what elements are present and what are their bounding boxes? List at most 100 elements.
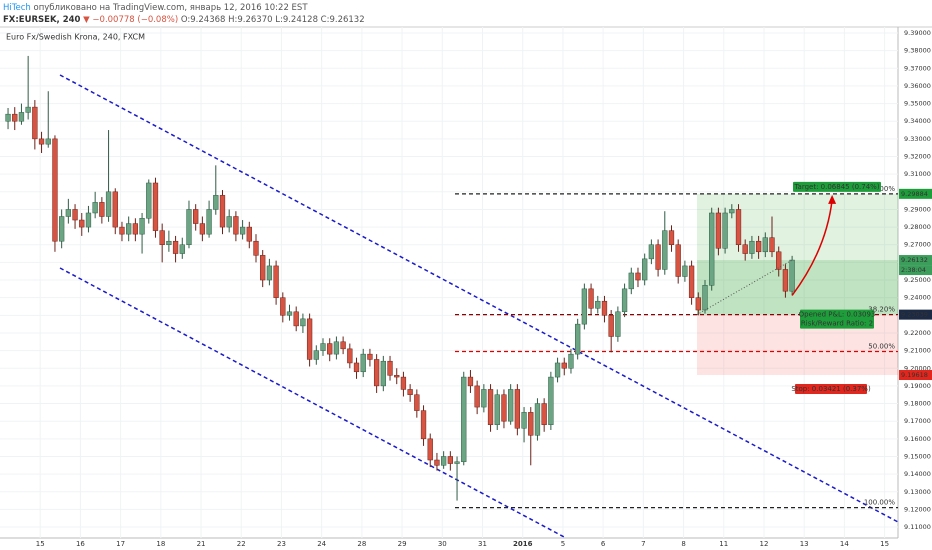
candle-body: [729, 209, 735, 214]
candle-body: [293, 311, 299, 327]
target-price-badge: [899, 188, 932, 199]
candle-body: [575, 323, 581, 355]
candle-body: [534, 403, 541, 436]
candle-body: [166, 240, 172, 245]
x-tick-label: 23: [277, 540, 286, 548]
target-label-box: [793, 181, 881, 192]
candle-body: [186, 209, 192, 245]
candle-body: [769, 237, 775, 253]
candle-body: [715, 212, 722, 249]
candle-body: [568, 353, 574, 369]
x-tick-label: 11: [719, 540, 728, 548]
change: ▼ −0.00778 (−0.08%): [83, 15, 178, 25]
candle-body: [749, 240, 755, 254]
fib-levels: 0.00% 38.20% 50.00% 100.00%: [455, 185, 898, 509]
y-tick-label: 9.33000: [904, 135, 931, 143]
candle-body: [320, 343, 326, 351]
stop-label-box: [795, 383, 867, 394]
candle-body: [313, 350, 319, 360]
candle-body: [454, 461, 460, 464]
candle-body: [461, 376, 467, 463]
candle-body: [447, 456, 453, 464]
candle-body: [219, 195, 226, 228]
entry-price: 9.23039: [901, 311, 928, 319]
y-tick-label: 9.31000: [904, 170, 931, 178]
candle-body: [675, 244, 681, 277]
ohlc: O:9.24368 H:9.26370 L:9.24128 C:9.26132: [181, 15, 365, 25]
candle-body: [427, 438, 433, 461]
y-tick-label: 9.25000: [904, 276, 931, 284]
y-tick-label: 9.37000: [904, 64, 931, 72]
candle-body: [72, 209, 78, 221]
channel-upper: [59, 74, 899, 523]
candle-body: [735, 209, 742, 245]
candle-body: [5, 113, 11, 122]
candle-body: [474, 385, 480, 408]
y-tick-label: 9.29000: [904, 205, 931, 213]
y-tick-label: 9.13000: [904, 488, 931, 496]
x-tick-label: 17: [116, 540, 125, 548]
x-tick-label: 15: [36, 540, 45, 548]
symbol-line: FX:EURSEK, 240 ▼ −0.00778 (−0.08%) O:9.2…: [3, 15, 365, 25]
candle-body: [25, 106, 31, 113]
candle-body: [762, 237, 768, 253]
candle-body: [722, 212, 728, 249]
candle-body: [246, 226, 252, 242]
candle-body: [105, 191, 112, 217]
y-tick-label: 9.15000: [904, 452, 931, 460]
x-tick-label: 28: [357, 540, 366, 548]
stop-price: 9.19618: [901, 371, 928, 379]
header-line: HiTech опубликовано на TradingView.com, …: [3, 3, 308, 13]
y-tick-label: 9.34000: [904, 117, 931, 125]
candle-body: [628, 272, 634, 290]
channel-lower: [59, 267, 567, 539]
candle-body: [668, 230, 675, 245]
x-tick-label: 31: [478, 540, 487, 548]
candle-body: [420, 410, 427, 440]
candle-body: [172, 240, 179, 254]
candle-body: [581, 288, 588, 325]
candle-body: [702, 285, 708, 311]
candle-body: [206, 209, 212, 235]
y-tick-label: 9.19000: [904, 382, 931, 390]
candle-body: [18, 112, 25, 122]
candle-body: [273, 265, 279, 298]
candle-body: [286, 311, 293, 316]
pnl-label: Opened P&L: 0.03093: [799, 311, 876, 319]
candle-body: [695, 297, 701, 311]
candle-body: [755, 240, 762, 253]
y-tick-label: 9.22000: [904, 329, 931, 337]
candle-body: [440, 456, 447, 466]
candle-body: [709, 212, 715, 286]
candle-body: [682, 265, 688, 277]
candle-body: [394, 375, 400, 378]
candle-body: [179, 244, 185, 254]
pnl-box: [800, 309, 874, 329]
countdown: 2:38:04: [901, 266, 926, 274]
x-tick-label: 22: [237, 540, 246, 548]
x-tick-label: 29: [398, 540, 407, 548]
y-tick-label: 9.27000: [904, 241, 931, 249]
pnl-line: [696, 259, 793, 316]
x-tick-label: 30: [438, 540, 447, 548]
y-tick-label: 9.35000: [904, 100, 931, 108]
y-tick-label: 9.24000: [904, 294, 931, 302]
candle-body: [146, 182, 152, 219]
candle-body: [85, 212, 92, 228]
x-tick-label: 13: [800, 540, 809, 548]
y-tick-label: 9.38000: [904, 47, 931, 55]
candle-body: [132, 223, 139, 235]
last-price-badge: [899, 255, 932, 266]
chart-title: Euro Fx/Swedish Krona, 240, FXCM: [6, 33, 145, 42]
candle-body: [213, 195, 219, 210]
candle-body: [407, 389, 413, 395]
rr-label: Risk/Reward Ratio: 2: [801, 320, 873, 328]
candle-body: [79, 219, 85, 228]
y-tick-label: 9.39000: [904, 29, 931, 37]
y-tick-label: 9.14000: [904, 470, 931, 478]
candle-body: [300, 318, 306, 327]
x-tick-label: 7: [641, 540, 645, 548]
candle-body: [688, 265, 695, 298]
candle-body: [521, 412, 527, 429]
candle-body: [615, 311, 621, 337]
